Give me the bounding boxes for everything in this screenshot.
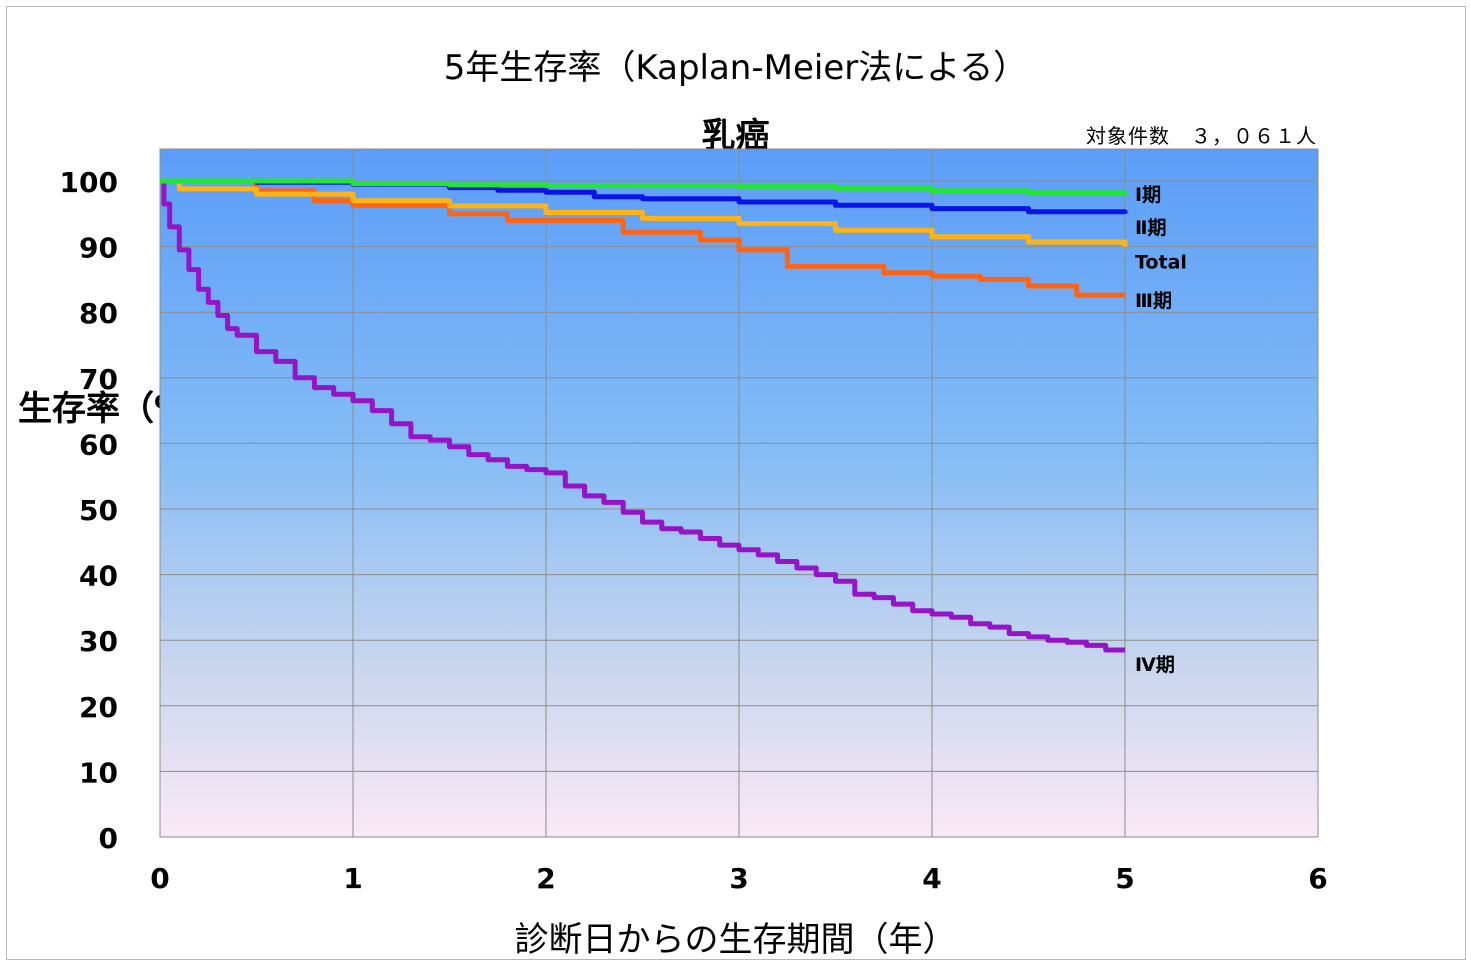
y-tick-label: 50	[79, 494, 118, 527]
x-tick-label: 2	[536, 862, 555, 895]
y-tick-label: 10	[79, 756, 118, 789]
y-tick-label: 60	[79, 428, 118, 461]
y-tick-label: 0	[99, 822, 118, 855]
series-end-label: Total	[1135, 252, 1187, 274]
series-line	[160, 178, 1128, 247]
x-tick-label: 6	[1308, 862, 1327, 895]
y-tick-label: 20	[79, 691, 118, 724]
series-end-label: Ⅳ期	[1135, 654, 1175, 676]
series-line	[160, 178, 1125, 653]
y-tick-label: 90	[79, 232, 118, 265]
y-tick-label: 80	[79, 297, 118, 330]
series-end-label: Ⅱ期	[1135, 217, 1167, 239]
y-tick-label: 40	[79, 560, 118, 593]
series-end-label: Ⅰ期	[1135, 184, 1161, 206]
x-tick-label: 1	[343, 862, 362, 895]
x-axis-label: 診断日からの生存期間（年）	[514, 920, 957, 960]
series-line	[160, 178, 1128, 196]
case-count-note: 対象件数 ３，０６１人	[1086, 124, 1317, 148]
plot-border	[159, 148, 1319, 838]
y-tick-label: 70	[79, 363, 118, 396]
series-end-label: Ⅲ期	[1135, 290, 1172, 312]
y-tick-label: 100	[60, 166, 118, 199]
x-tick-label: 5	[1115, 862, 1134, 895]
x-tick-label: 3	[729, 862, 748, 895]
chart-title: 5年生存率（Kaplan-Meier法による）	[443, 48, 1028, 88]
x-tick-label: 0	[150, 862, 169, 895]
x-tick-label: 4	[922, 862, 941, 895]
y-tick-label: 30	[79, 625, 118, 658]
